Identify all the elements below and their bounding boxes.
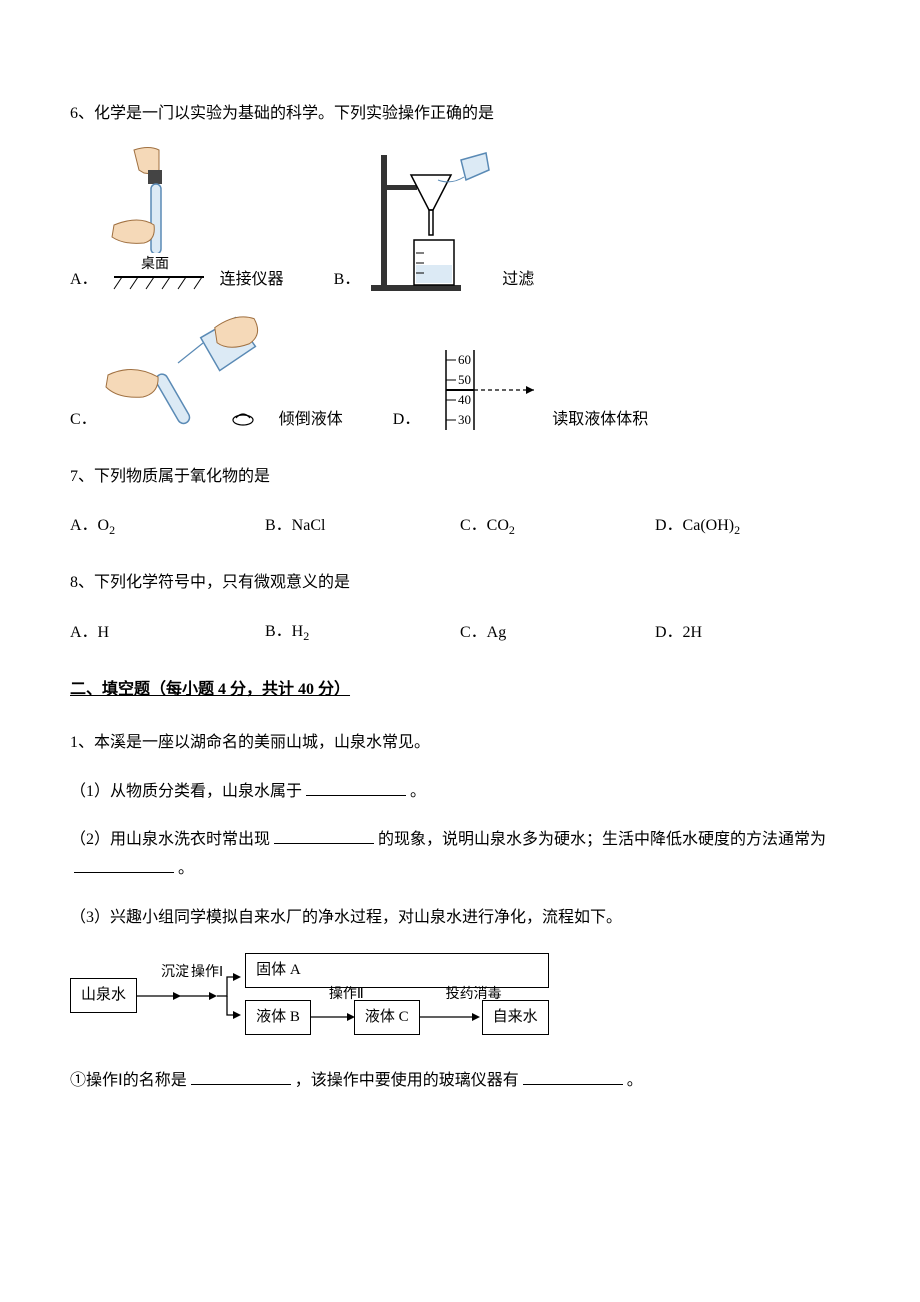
flow-label-op1: 操作Ⅰ [191,960,223,985]
q6-a-figure: 桌面 [104,145,214,295]
flow-edge-op2 [311,1010,355,1024]
blank [306,780,406,796]
q6-a-desk-text: 桌面 [141,256,169,272]
f1-sub3b: ①操作Ⅰ的名称是，该操作中要使用的玻璃仪器有。 [70,1067,850,1096]
q7-options: A．O2 B．NaCl C．CO2 D．Ca(OH)2 [70,512,850,542]
flow-label-disinfect: 投药消毒 [446,982,502,1007]
flow-diagram: 山泉水 沉淀 操作Ⅰ 固体 A 液体 B [70,953,850,1039]
q7-option-a: A．O2 [70,512,265,542]
q6-options-row-2: C． 倾倒液体 D． [70,315,850,435]
q6-a-prefix: A． [70,266,98,295]
q6-option-b: B． [334,145,535,295]
q7-stem: 7、下列物质属于氧化物的是 [70,463,850,492]
section-2-title: 二、填空题（每小题 4 分，共计 40 分） [70,676,850,705]
q7-option-b: B．NaCl [265,512,460,541]
f1-sub2: （2）用山泉水洗衣时常出现的现象，说明山泉水多为硬水；生活中降低水硬度的方法通常… [70,826,850,884]
blank [74,857,174,873]
q6-d-prefix: D． [393,406,421,435]
q6-c-figure [103,315,273,435]
q6-option-c: C． 倾倒液体 [70,315,343,435]
flow-split: 固体 A 液体 B 操作Ⅱ 液体 C 投药消毒 自来水 [217,953,548,1039]
q6-option-a: A． 桌面 [70,145,284,295]
fill-question-1: 1、本溪是一座以湖命名的美丽山城，山泉水常见。 （1）从物质分类看，山泉水属于。… [70,729,850,1096]
q6-c-prefix: C． [70,406,97,435]
q6-d-tick-40: 40 [458,392,471,407]
q6-d-tick-30: 30 [458,412,471,427]
flow-label-sediment: 沉淀 [161,960,189,985]
q6-b-figure [366,145,496,295]
q6-b-label: 过滤 [502,266,534,295]
q8-option-d: D．2H [655,619,850,648]
flow-edge-disinfect [420,1010,480,1024]
flow-node-spring: 山泉水 [70,978,137,1013]
blank [523,1069,623,1085]
q8-option-c: C．Ag [460,619,655,648]
f1-sub3: （3）兴趣小组同学模拟自来水厂的净水过程，对山泉水进行净化，流程如下。 [70,904,850,933]
q8-options: A．H B．H2 C．Ag D．2H [70,618,850,648]
q6-d-tick-50: 50 [458,372,471,387]
question-7: 7、下列物质属于氧化物的是 A．O2 B．NaCl C．CO2 D．Ca(OH)… [70,463,850,542]
f1-sub1: （1）从物质分类看，山泉水属于。 [70,778,850,807]
q6-d-tick-60: 60 [458,352,471,367]
blank [274,828,374,844]
q8-stem: 8、下列化学符号中，只有微观意义的是 [70,569,850,598]
flow-label-op2: 操作Ⅱ [329,982,364,1007]
question-8: 8、下列化学符号中，只有微观意义的是 A．H B．H2 C．Ag D．2H [70,569,850,648]
q6-c-label: 倾倒液体 [279,406,343,435]
q6-a-label: 连接仪器 [220,266,284,295]
q8-option-a: A．H [70,619,265,648]
q6-b-prefix: B． [334,266,361,295]
q7-option-d: D．Ca(OH)2 [655,512,850,542]
q6-option-d: D． 60 50 40 30 [393,345,649,435]
q6-stem: 6、化学是一门以实验为基础的科学。下列实验操作正确的是 [70,100,850,129]
question-6: 6、化学是一门以实验为基础的科学。下列实验操作正确的是 A． 桌面 [70,100,850,435]
f1-stem: 1、本溪是一座以湖命名的美丽山城，山泉水常见。 [70,729,850,758]
flow-node-liquid-b: 液体 B [245,1000,311,1035]
q8-option-b: B．H2 [265,618,460,648]
blank [191,1069,291,1085]
q7-option-c: C．CO2 [460,512,655,542]
q6-options-row-1: A． 桌面 [70,145,850,295]
q6-d-figure: 60 50 40 30 [426,345,546,435]
flow-node-solid-a: 固体 A [245,953,548,988]
q6-d-label: 读取液体体积 [552,406,648,435]
flow-edge-op1 [173,989,217,1003]
